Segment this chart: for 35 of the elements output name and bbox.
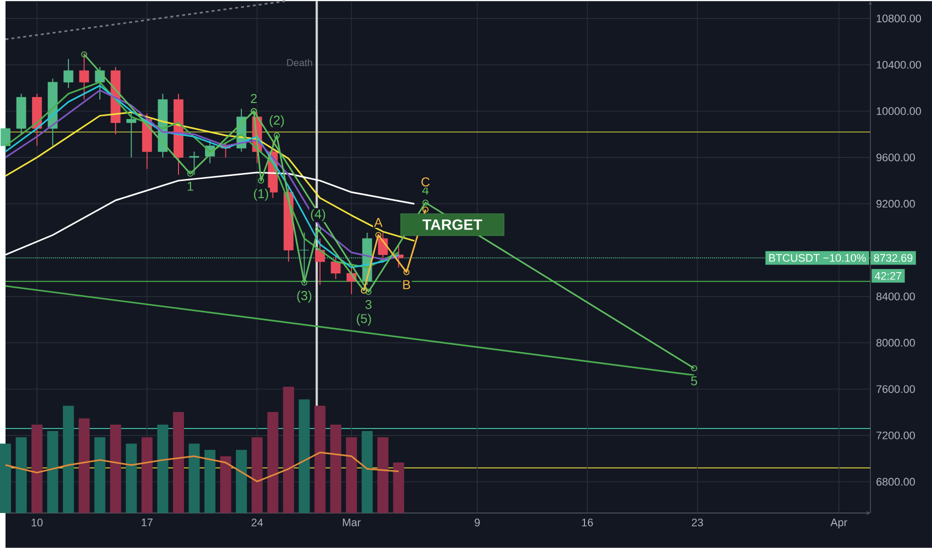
text: 42:27 xyxy=(874,272,902,280)
annotation: 2 xyxy=(250,94,257,104)
y-tick-label: 10000.00 xyxy=(876,107,921,116)
annotation: (3) xyxy=(297,290,312,303)
annotation: 5 xyxy=(691,376,698,386)
annotation: (4) xyxy=(310,209,326,222)
y-tick-label: 8400.00 xyxy=(876,292,915,300)
y-tick-label: 10400.00 xyxy=(876,61,921,69)
y-tick-label: 7600.00 xyxy=(876,385,915,394)
x-tick-label: 16 xyxy=(582,518,593,526)
x-tick-label: Mar xyxy=(342,518,361,526)
annotation: C xyxy=(421,177,430,187)
y-tick-label: 7200.00 xyxy=(876,432,915,440)
x-tick-label: 24 xyxy=(252,518,263,526)
annotation: B xyxy=(403,280,410,290)
annotation: (2) xyxy=(270,115,284,128)
x-tick-label: 23 xyxy=(692,518,703,526)
x-tick-label: 17 xyxy=(142,518,153,526)
annotation: TARGET xyxy=(422,219,482,230)
annotation: BTCUSDT −10.10% xyxy=(769,254,866,262)
y-tick-label: 6800.00 xyxy=(876,478,915,486)
annotation: (5) xyxy=(356,314,371,326)
y-tick-label: 10800.00 xyxy=(876,14,921,22)
annotation: A xyxy=(374,218,383,227)
annotation: Death xyxy=(287,58,312,66)
y-tick-label: 9200.00 xyxy=(876,200,915,208)
x-tick-label: 9 xyxy=(474,518,480,526)
x-tick-label: 10 xyxy=(32,518,43,526)
y-tick-label: 8000.00 xyxy=(876,339,915,347)
annotation: (1) xyxy=(254,188,268,201)
annotation: 1 xyxy=(188,182,194,191)
ref-line-label: 8732.69 xyxy=(874,254,912,262)
annotation: 3 xyxy=(365,300,372,310)
y-tick-label: 9600.00 xyxy=(876,154,915,162)
x-tick-label: Apr xyxy=(830,518,848,528)
